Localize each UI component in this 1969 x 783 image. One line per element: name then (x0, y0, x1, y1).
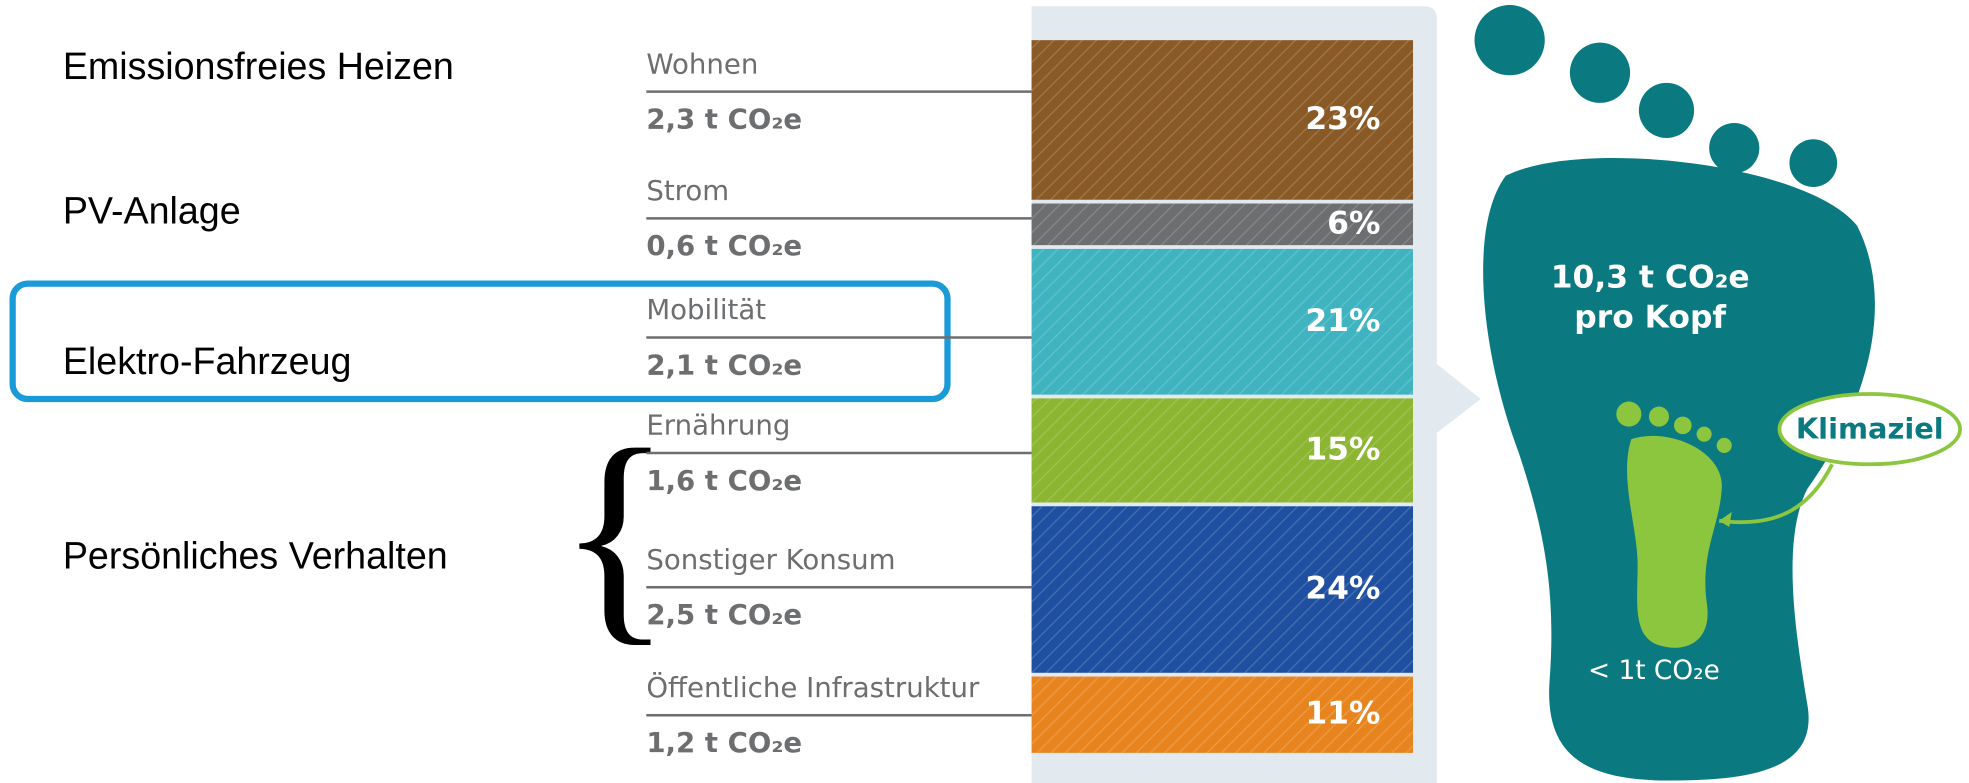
segment-share: 6% (1327, 205, 1380, 241)
segment-share: 24% (1305, 571, 1380, 607)
sector-name: Sonstiger Konsum (646, 543, 895, 576)
sector-name: Strom (646, 174, 729, 207)
small-toe (1716, 437, 1732, 453)
sector-name: Ernährung (646, 409, 790, 442)
total-unit: pro Kopf (1574, 300, 1726, 336)
target-value: < 1t CO₂e (1588, 656, 1720, 686)
small-toe (1696, 426, 1712, 442)
brace: { (558, 401, 672, 665)
target-label: Klimaziel (1796, 411, 1944, 445)
left-label: Emissionsfreies Heizen (63, 45, 454, 87)
left-label: Persönliches Verhalten (63, 534, 448, 576)
left-label: PV-Anlage (63, 189, 241, 231)
footprint: 10,3 t CO₂e pro Kopf Klimaziel < 1t CO₂e (1474, 5, 1962, 781)
segment-hatch (1031, 398, 1414, 503)
highlight-box (9, 280, 951, 403)
segment-hatch (1031, 40, 1414, 200)
segment-share: 15% (1305, 431, 1380, 467)
sector-amount: 2,3 t CO₂e (646, 102, 802, 135)
segment-hatch (1031, 203, 1414, 246)
small-toe (1648, 406, 1669, 427)
segment-hatch (1031, 506, 1414, 673)
target-bubble (1777, 392, 1962, 467)
toe (1709, 122, 1760, 174)
sector-amount: 1,6 t CO₂e (646, 464, 802, 497)
sector-name: Öffentliche Infrastruktur (646, 670, 980, 704)
toe (1474, 5, 1545, 76)
total: 10,3 t CO₂e (1551, 260, 1750, 296)
segment-hatch (1031, 248, 1414, 395)
segment-share: 11% (1305, 696, 1380, 732)
sector-amount: 0,6 t CO₂e (646, 229, 802, 262)
sector-name: Mobilität (646, 293, 766, 326)
toe (1569, 42, 1631, 103)
segment-hatch (1031, 676, 1414, 753)
toe (1638, 82, 1695, 139)
sector-amount: 2,5 t CO₂e (646, 598, 802, 631)
small-toe (1674, 416, 1692, 435)
sector-name: Wohnen (646, 47, 758, 80)
segment-share: 21% (1305, 303, 1380, 339)
left-label: Elektro-Fahrzeug (63, 340, 352, 382)
arrow-head (1719, 511, 1732, 528)
sector-amount: 2,1 t CO₂e (646, 348, 802, 381)
toe (1789, 139, 1838, 187)
small-toe (1616, 401, 1642, 427)
sector-amount: 1,2 t CO₂e (646, 726, 802, 759)
small-foot (1627, 435, 1722, 648)
segment-share: 23% (1305, 101, 1380, 137)
target-arrow (1718, 463, 1834, 525)
